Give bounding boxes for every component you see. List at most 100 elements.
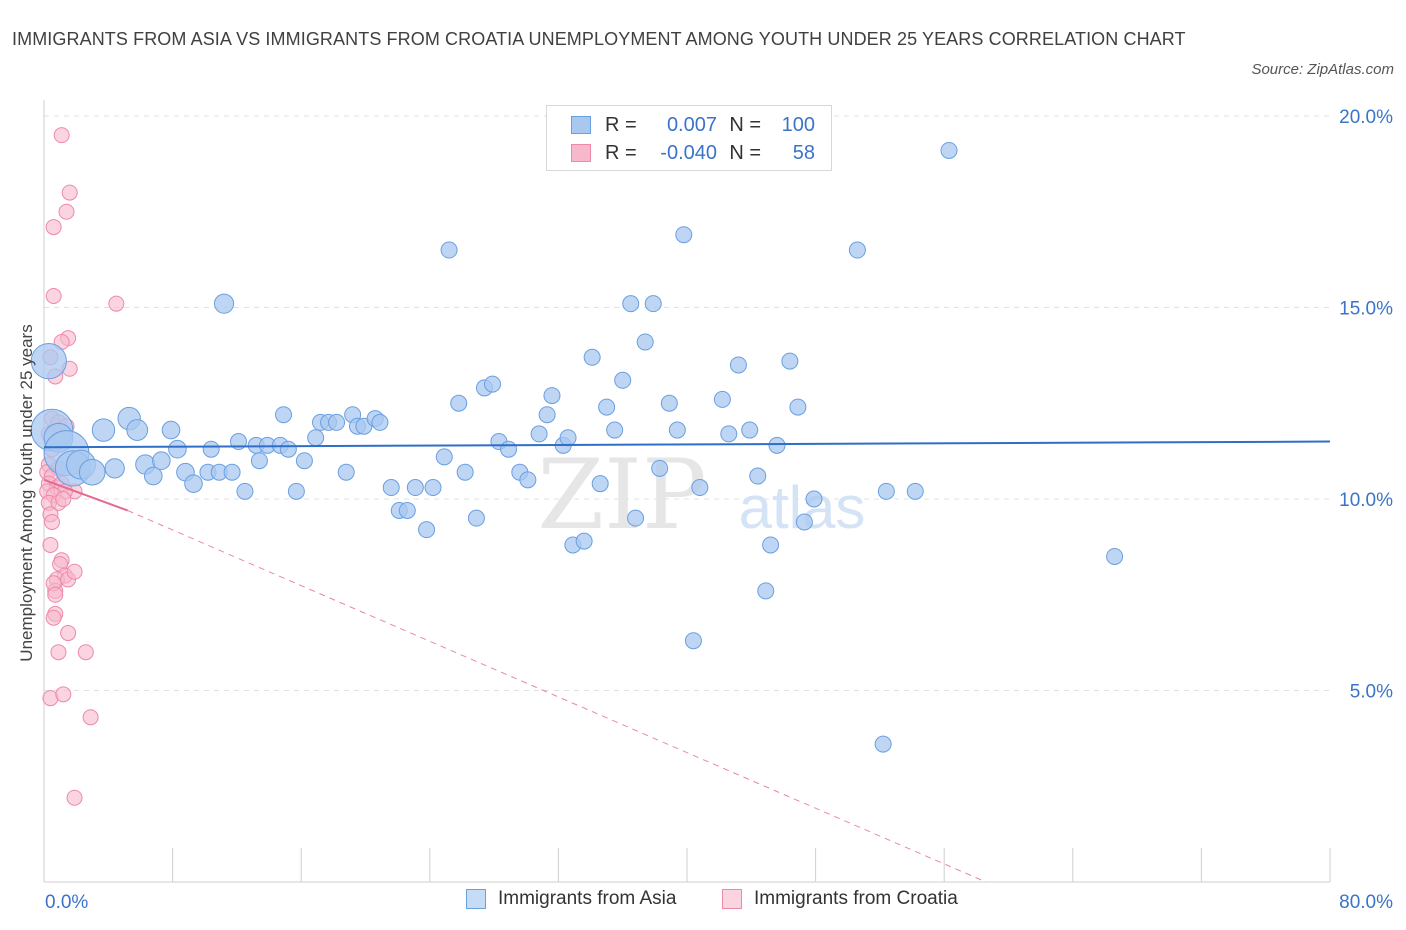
asia-point [675, 226, 693, 244]
y-tick-label: 5.0% [1350, 682, 1393, 703]
asia-point [538, 406, 556, 424]
asia-point [741, 421, 759, 439]
legend-item-asia[interactable]: Immigrants from Asia [466, 888, 676, 910]
asia-point [757, 582, 775, 600]
n-label: N = [729, 113, 761, 136]
asia-point [606, 421, 624, 439]
croatia-point [47, 586, 64, 603]
asia-point [78, 458, 106, 486]
asia-point [500, 440, 518, 458]
asia-point [467, 509, 485, 527]
asia-point [287, 482, 305, 500]
y-tick-label: 15.0% [1339, 299, 1393, 320]
asia-point [583, 348, 601, 366]
asia-point [575, 532, 593, 550]
croatia-point [82, 709, 99, 726]
series-legend: Immigrants from Asia Immigrants from Cro… [0, 888, 1406, 916]
croatia-point [45, 288, 62, 305]
croatia-trendline-solid [43, 478, 128, 512]
asia-point [161, 420, 181, 440]
asia-point [213, 293, 235, 314]
asia-point [435, 448, 453, 466]
croatia-swatch [571, 144, 591, 162]
asia-point [295, 452, 313, 470]
x-tick-label-max: 80.0% [1339, 892, 1393, 913]
y-tick-label: 10.0% [1339, 490, 1393, 511]
asia-point [684, 632, 702, 650]
asia-point [668, 421, 686, 439]
croatia-point [66, 789, 83, 806]
asia-point [382, 479, 400, 497]
asia-point [762, 536, 780, 554]
asia-trendline [43, 440, 1331, 449]
asia-point [152, 451, 171, 471]
croatia-point [108, 295, 125, 312]
y-tick-labels: 5.0% 10.0% 15.0% 20.0% [1339, 107, 1393, 703]
trendlines [43, 440, 1331, 883]
asia-point [406, 479, 424, 497]
asia-point [874, 735, 892, 753]
r-value: -0.040 [660, 141, 717, 164]
r-label: R = [605, 113, 637, 136]
asia-point [30, 343, 67, 380]
croatia-trendline-dashed [127, 510, 987, 883]
asia-point [440, 241, 458, 259]
croatia-point [58, 203, 75, 220]
asia-point [168, 439, 187, 459]
y-axis-label: Unemployment Among Youth under 25 years [17, 324, 36, 661]
asia-point [660, 394, 678, 412]
watermark: ZIP atlas [537, 439, 865, 551]
chart-title: IMMIGRANTS FROM ASIA VS IMMIGRANTS FROM … [12, 29, 1186, 49]
asia-point [543, 387, 561, 405]
asia-point [126, 419, 149, 441]
asia-point [614, 371, 632, 389]
asia-point [940, 141, 958, 159]
n-value: 100 [781, 113, 815, 136]
x-tick-labels: 0.0% 80.0% [45, 892, 1393, 913]
asia-swatch [571, 116, 591, 134]
asia-point [456, 463, 474, 481]
croatia-point [55, 686, 72, 703]
asia-point [519, 471, 537, 489]
asia-point [91, 418, 116, 442]
asia-point [398, 501, 416, 519]
y-tick-label: 20.0% [1339, 107, 1393, 128]
croatia-point [77, 644, 94, 661]
asia-point [591, 475, 609, 493]
asia-point [424, 479, 442, 497]
asia-point [768, 436, 786, 454]
legend-item-croatia[interactable]: Immigrants from Croatia [722, 888, 958, 910]
asia-legend-swatch [466, 889, 486, 909]
legend-row-croatia: R = -0.040 N = 58 [571, 140, 815, 166]
gridlines [44, 115, 1330, 691]
asia-point [184, 474, 203, 493]
croatia-point [44, 513, 61, 530]
croatia-point [50, 644, 67, 661]
asia-point [795, 513, 813, 531]
asia-point [848, 241, 866, 259]
asia-point [789, 398, 807, 416]
r-label: R = [605, 141, 637, 164]
asia-point [627, 509, 645, 527]
n-value: 58 [792, 141, 815, 164]
asia-point [418, 521, 436, 539]
asia-point [691, 479, 709, 497]
asia-point [307, 429, 325, 447]
asia-point [530, 425, 548, 443]
asia-point [328, 413, 346, 431]
asia-point [598, 398, 616, 416]
croatia-point [55, 491, 72, 507]
asia-point [144, 466, 163, 486]
asia-point [371, 413, 389, 431]
asia-point [559, 429, 577, 447]
asia-point [622, 295, 640, 313]
source-label: Source: ZipAtlas.com [1251, 61, 1394, 78]
asia-point [450, 394, 468, 412]
asia-point [1106, 547, 1124, 565]
asia-points [30, 141, 1124, 753]
asia-point [651, 459, 669, 477]
croatia-point [45, 609, 62, 626]
asia-point [713, 390, 731, 408]
croatia-point [53, 127, 70, 144]
